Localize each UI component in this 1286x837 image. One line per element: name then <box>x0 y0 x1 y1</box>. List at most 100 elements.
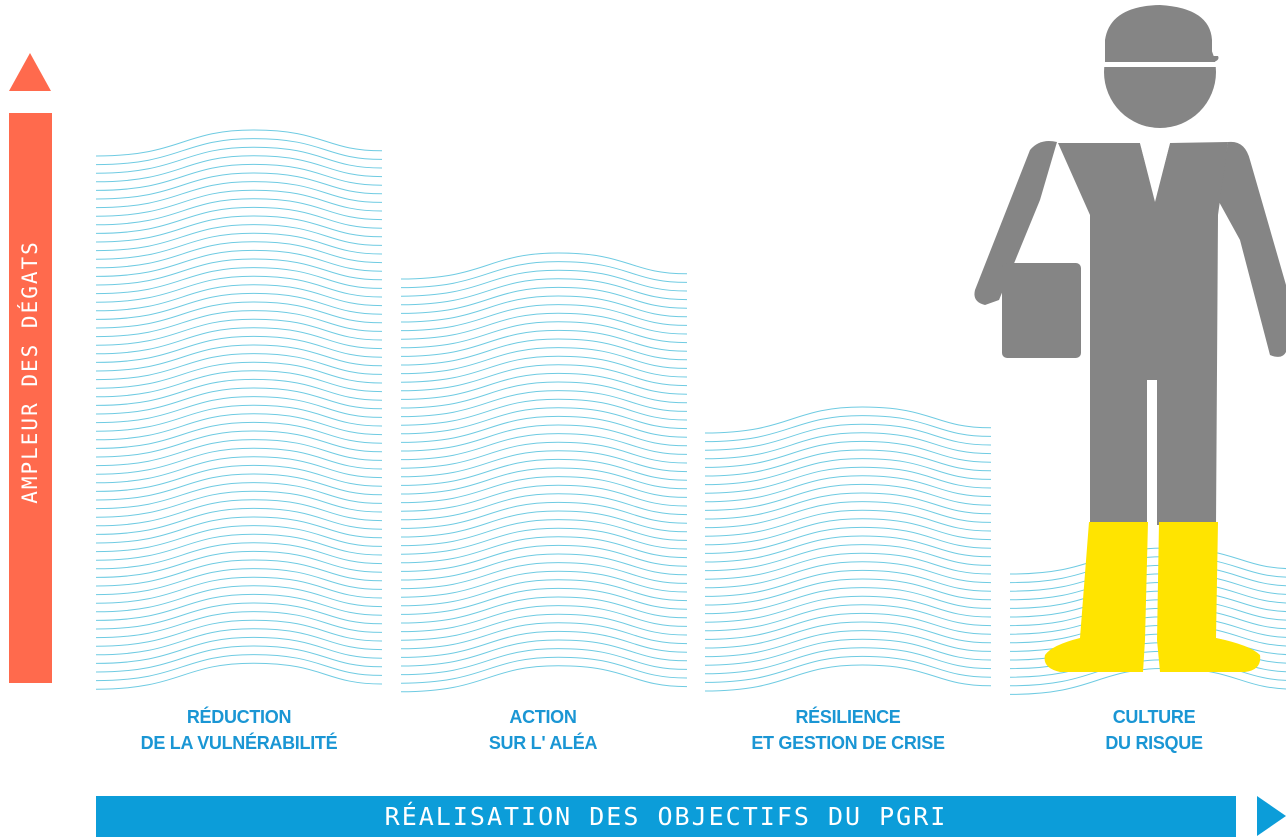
water-line <box>400 553 688 581</box>
water-line <box>704 406 992 434</box>
water-line <box>704 458 992 486</box>
water-line <box>95 413 383 441</box>
water-line <box>704 587 992 615</box>
water-line <box>400 329 688 357</box>
water-line <box>704 466 992 494</box>
water-line <box>95 439 383 467</box>
water-line <box>400 579 688 607</box>
water-line <box>95 482 383 510</box>
water-line <box>704 578 992 606</box>
water-line <box>400 355 688 383</box>
category-label-line: ACTION <box>509 707 577 727</box>
water-line <box>95 456 383 484</box>
water-line <box>400 347 688 375</box>
water-line <box>704 630 992 658</box>
water-line <box>400 544 688 572</box>
water-line <box>704 415 992 443</box>
water-line <box>400 304 688 332</box>
water-line <box>400 295 688 323</box>
objectives-axis-arrow-icon <box>1257 796 1286 836</box>
water-line <box>400 286 688 314</box>
water-line <box>95 568 383 596</box>
water-line <box>704 492 992 520</box>
objectives-axis-label: RÉALISATION DES OBJECTIFS DU PGRI <box>384 802 948 831</box>
water-line <box>400 570 688 598</box>
water-line <box>95 198 383 226</box>
water-line <box>400 398 688 426</box>
water-line <box>400 587 688 615</box>
water-line <box>95 490 383 518</box>
water-line <box>400 407 688 435</box>
water-line <box>95 155 383 183</box>
category-risk-culture: CULTURE DU RISQUE <box>1011 704 1286 756</box>
water-line <box>400 476 688 504</box>
water-line <box>1009 547 1286 575</box>
category-label-line: DE LA VULNÉRABILITÉ <box>140 733 338 753</box>
water-line <box>95 258 383 286</box>
category-label-line: CULTURE <box>1112 707 1196 727</box>
water-line <box>400 433 688 461</box>
water-line <box>400 656 688 684</box>
water-line <box>704 621 992 649</box>
water-line <box>95 404 383 432</box>
water-line <box>95 516 383 544</box>
water-line <box>95 593 383 621</box>
water-line <box>95 353 383 381</box>
water-line <box>95 550 383 578</box>
water-line <box>400 261 688 289</box>
water-line <box>704 526 992 554</box>
water-line <box>95 507 383 535</box>
water-line <box>95 611 383 639</box>
water-line <box>95 284 383 312</box>
water-line <box>704 638 992 666</box>
water-line <box>95 636 383 664</box>
water-line <box>704 440 992 468</box>
water-line <box>95 619 383 647</box>
water-line <box>95 146 383 174</box>
water-line <box>400 596 688 624</box>
water-line <box>400 441 688 469</box>
water-line <box>95 275 383 303</box>
water-line <box>400 527 688 555</box>
water-line <box>95 327 383 355</box>
water-line <box>95 318 383 346</box>
water-line <box>95 542 383 570</box>
water-line <box>95 576 383 604</box>
water-line <box>400 467 688 495</box>
water-line <box>95 361 383 389</box>
water-line <box>704 647 992 675</box>
water-line <box>95 654 383 682</box>
water-line <box>95 464 383 492</box>
water-line <box>704 664 992 692</box>
water-line <box>400 665 688 693</box>
water-line <box>95 421 383 449</box>
water-line <box>95 387 383 415</box>
water-line <box>95 163 383 191</box>
water-line <box>95 189 383 217</box>
person-in-boots-icon <box>974 5 1286 672</box>
water-line <box>95 473 383 501</box>
water-line <box>704 569 992 597</box>
water-line <box>95 378 383 406</box>
water-line <box>95 396 383 424</box>
water-line <box>400 424 688 452</box>
damage-axis-arrow-icon <box>9 53 51 91</box>
damage-axis-bar <box>9 113 52 683</box>
water-line <box>400 648 688 676</box>
water-line <box>704 561 992 589</box>
water-line <box>95 215 383 243</box>
water-line <box>704 509 992 537</box>
water-line <box>400 312 688 340</box>
water-line <box>95 447 383 475</box>
water-line <box>400 536 688 564</box>
water-line <box>95 206 383 234</box>
water-line <box>95 241 383 269</box>
water-line <box>400 278 688 306</box>
category-vulnerability-reduction: RÉDUCTION DE LA VULNÉRABILITÉ <box>96 704 382 756</box>
water-line <box>95 628 383 656</box>
water-line <box>704 449 992 477</box>
category-hazard-action: ACTION SUR L' ALÉA <box>400 704 686 756</box>
category-resilience-crisis: RÉSILIENCE ET GESTION DE CRISE <box>705 704 991 756</box>
water-line <box>400 622 688 650</box>
category-label-line: DU RISQUE <box>1105 733 1203 753</box>
